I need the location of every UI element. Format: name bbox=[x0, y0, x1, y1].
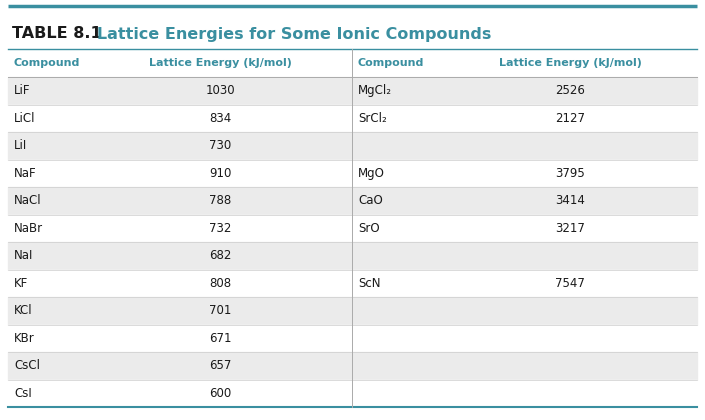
Text: 3414: 3414 bbox=[555, 194, 585, 207]
Bar bbox=[8, 297, 352, 325]
Text: LiF: LiF bbox=[14, 84, 30, 97]
Text: 7547: 7547 bbox=[555, 277, 585, 290]
Text: Lattice Energies for Some Ionic Compounds: Lattice Energies for Some Ionic Compound… bbox=[80, 26, 491, 42]
Bar bbox=[8, 105, 352, 132]
Text: 3217: 3217 bbox=[555, 222, 585, 235]
Text: NaI: NaI bbox=[14, 249, 33, 262]
Text: 834: 834 bbox=[209, 112, 231, 125]
Text: KCl: KCl bbox=[14, 304, 32, 317]
Text: 701: 701 bbox=[209, 304, 231, 317]
Bar bbox=[8, 160, 352, 187]
Text: 1030: 1030 bbox=[205, 84, 235, 97]
Text: NaCl: NaCl bbox=[14, 194, 42, 207]
Bar bbox=[352, 160, 697, 187]
Bar bbox=[352, 187, 697, 215]
Text: TABLE 8.1: TABLE 8.1 bbox=[12, 26, 102, 42]
Text: Lattice Energy (kJ/mol): Lattice Energy (kJ/mol) bbox=[498, 58, 642, 68]
Bar bbox=[8, 242, 352, 270]
Text: Compound: Compound bbox=[358, 58, 424, 68]
Text: LiI: LiI bbox=[14, 139, 27, 152]
Bar bbox=[8, 352, 352, 380]
Text: NaF: NaF bbox=[14, 167, 37, 180]
Bar bbox=[352, 77, 697, 105]
Text: 671: 671 bbox=[209, 332, 231, 345]
Text: SrO: SrO bbox=[358, 222, 379, 235]
Text: 910: 910 bbox=[209, 167, 231, 180]
Text: CaO: CaO bbox=[358, 194, 383, 207]
Bar bbox=[352, 325, 697, 352]
Text: KBr: KBr bbox=[14, 332, 35, 345]
Bar bbox=[8, 270, 352, 297]
Bar bbox=[352, 352, 697, 380]
Text: 730: 730 bbox=[209, 139, 231, 152]
Bar bbox=[8, 380, 352, 407]
Text: 657: 657 bbox=[209, 359, 231, 372]
Text: 2526: 2526 bbox=[555, 84, 585, 97]
Text: MgO: MgO bbox=[358, 167, 385, 180]
Text: ScN: ScN bbox=[358, 277, 381, 290]
Text: 682: 682 bbox=[209, 249, 231, 262]
Text: 600: 600 bbox=[209, 387, 231, 400]
Bar bbox=[8, 132, 352, 160]
Bar bbox=[352, 215, 697, 242]
Text: 808: 808 bbox=[209, 277, 231, 290]
Bar bbox=[352, 270, 697, 297]
Text: 2127: 2127 bbox=[555, 112, 585, 125]
Text: MgCl₂: MgCl₂ bbox=[358, 84, 392, 97]
Bar bbox=[352, 380, 697, 407]
Text: 788: 788 bbox=[209, 194, 231, 207]
Text: Compound: Compound bbox=[14, 58, 80, 68]
Text: CsCl: CsCl bbox=[14, 359, 40, 372]
Text: LiCl: LiCl bbox=[14, 112, 35, 125]
Text: CsI: CsI bbox=[14, 387, 32, 400]
Bar bbox=[8, 187, 352, 215]
Text: Lattice Energy (kJ/mol): Lattice Energy (kJ/mol) bbox=[149, 58, 291, 68]
Text: 732: 732 bbox=[209, 222, 231, 235]
Text: NaBr: NaBr bbox=[14, 222, 43, 235]
Bar bbox=[8, 77, 352, 105]
Bar bbox=[8, 325, 352, 352]
Bar bbox=[352, 242, 697, 270]
Text: 3795: 3795 bbox=[555, 167, 585, 180]
Bar bbox=[352, 132, 697, 160]
Bar bbox=[352, 105, 697, 132]
Bar bbox=[8, 215, 352, 242]
Text: SrCl₂: SrCl₂ bbox=[358, 112, 387, 125]
Text: KF: KF bbox=[14, 277, 28, 290]
Bar bbox=[352, 297, 697, 325]
